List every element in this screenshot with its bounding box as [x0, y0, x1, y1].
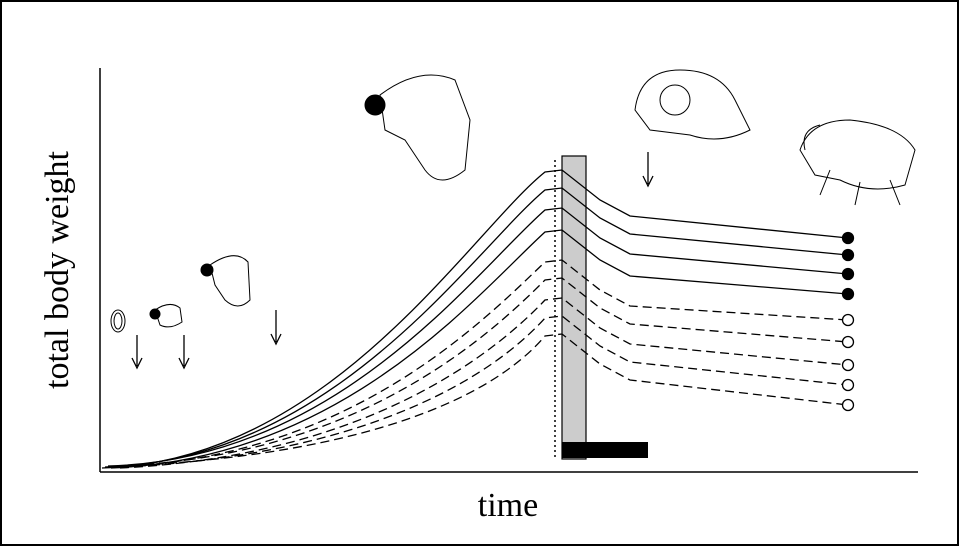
- arrow: [642, 152, 654, 188]
- open-end: [841, 358, 855, 372]
- larva-large: [379, 74, 471, 181]
- pupa-head: [659, 84, 691, 116]
- filled-end: [841, 248, 855, 262]
- dashed-curve: [122, 315, 849, 468]
- dashed-curve: [116, 277, 849, 467]
- solid-curve: [110, 229, 849, 469]
- black-bar: [562, 442, 648, 458]
- open-end: [841, 335, 855, 349]
- arrow: [131, 335, 143, 370]
- filled-end: [841, 267, 855, 281]
- head: [364, 94, 386, 116]
- larva-medium: [209, 255, 251, 307]
- larva-small: [154, 304, 183, 328]
- dashed-curve: [119, 297, 849, 469]
- open-end: [841, 378, 855, 392]
- head: [200, 263, 214, 277]
- growth-curves: [101, 169, 855, 469]
- filled-end: [841, 231, 855, 245]
- beetle: [799, 119, 916, 190]
- head: [149, 308, 161, 320]
- x-axis-label: time: [478, 487, 538, 524]
- solid-curve: [104, 187, 849, 468]
- solid-curve: [101, 169, 849, 469]
- filled-end: [841, 287, 855, 301]
- gray-period: [561, 155, 587, 460]
- arrow: [178, 335, 190, 370]
- dashed-curve: [125, 333, 849, 467]
- y-axis-label: total body weight: [39, 150, 76, 389]
- open-end: [841, 398, 855, 412]
- beetle-legs: [803, 124, 901, 206]
- open-end: [841, 313, 855, 327]
- arrow: [270, 310, 282, 346]
- insect-sketches: [110, 69, 916, 333]
- pupa: [634, 69, 751, 140]
- arrows: [131, 152, 654, 370]
- dashed-curve: [113, 259, 849, 468]
- solid-curve: [107, 207, 849, 467]
- egg: [113, 312, 123, 330]
